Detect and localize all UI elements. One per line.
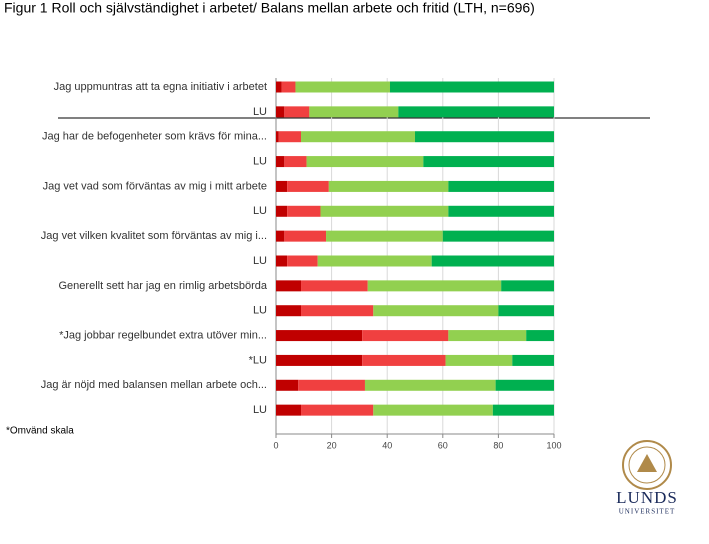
x-tick-label: 80 [493, 440, 503, 450]
bar-segment [326, 230, 443, 242]
y-tick-label: LU [253, 205, 267, 217]
bar-segment [276, 106, 285, 118]
bar-segment [526, 330, 554, 342]
y-tick-label: Jag vet vad som förväntas av mig i mitt … [43, 180, 267, 192]
bar-segment [415, 131, 554, 143]
chart-title: Figur 1 Roll och självständighet i arbet… [4, 0, 535, 16]
y-tick-label: Generellt sett har jag en rimlig arbetsb… [59, 280, 268, 292]
bar-segment [276, 205, 288, 217]
bar-segment [423, 156, 554, 168]
bar-segment [398, 106, 554, 118]
bar-segment [298, 379, 365, 391]
bar-segment [284, 156, 307, 168]
bar-segment [328, 180, 449, 192]
y-tick-label: LU [253, 404, 267, 416]
x-tick-label: 0 [273, 440, 278, 450]
y-tick-label: Jag är nöjd med balansen mellan arbete o… [41, 379, 267, 391]
y-tick-label: Jag uppmuntras att ta egna initiativ i a… [54, 81, 267, 93]
bar-segment [512, 354, 554, 366]
bar-segment [445, 354, 513, 366]
bar-segment [320, 205, 449, 217]
x-tick-label: 60 [438, 440, 448, 450]
bar-segment [495, 379, 554, 391]
y-tick-label: LU [253, 255, 267, 267]
x-tick-label: 40 [382, 440, 392, 450]
bar-segment [276, 379, 299, 391]
bar-segment [301, 280, 368, 292]
y-tick-label: *Jag jobbar regelbundet extra utöver min… [59, 329, 267, 341]
bar-segment [501, 280, 554, 292]
bar-segment [276, 156, 285, 168]
bar-segment [276, 131, 279, 143]
logo-seal-inner [628, 446, 666, 484]
x-tick-label: 100 [546, 440, 561, 450]
bar-segment [362, 354, 446, 366]
bar-segment [287, 205, 321, 217]
x-tick-label: 20 [327, 440, 337, 450]
bar-segment [301, 404, 374, 416]
bar-segment [362, 330, 449, 342]
bar-segment [448, 180, 554, 192]
bar-segment [278, 131, 302, 143]
bar-segment [306, 156, 424, 168]
bar-segment [448, 205, 554, 217]
y-tick-label: *LU [249, 354, 267, 366]
bar-segment [287, 255, 318, 267]
bar-segment [276, 404, 302, 416]
y-tick-label: LU [253, 155, 267, 167]
logo: LUNDS UNIVERSITET [616, 440, 678, 516]
footnote: *Omvänd skala [6, 426, 74, 437]
bar-segment [284, 106, 310, 118]
y-tick-label: LU [253, 305, 267, 317]
bar-segment [442, 230, 554, 242]
bar-segment [276, 305, 302, 317]
y-tick-label: Jag har de befogenheter som krävs för mi… [42, 131, 267, 143]
bar-segment [276, 230, 285, 242]
y-tick-label: Jag vet vilken kvalitet som förväntas av… [41, 230, 267, 242]
bar-segment [284, 230, 327, 242]
bar-segment [287, 180, 329, 192]
logo-name: LUNDS [616, 488, 678, 507]
bar-segment [448, 330, 527, 342]
bar-segment [309, 106, 399, 118]
bar-segment [492, 404, 554, 416]
logo-seal [622, 440, 672, 490]
logo-emblem [637, 454, 657, 472]
bar-segment [276, 330, 363, 342]
logo-sub: UNIVERSITET [619, 508, 676, 516]
bar-segment [373, 404, 493, 416]
bar-segment [431, 255, 554, 267]
bar-segment [301, 305, 374, 317]
y-tick-label: LU [253, 106, 267, 118]
bar-segment [301, 131, 415, 143]
bar-segment [367, 280, 502, 292]
bar-segment [276, 354, 363, 366]
bar-segment [276, 255, 288, 267]
bar-segment [276, 180, 288, 192]
bar-segment [276, 280, 302, 292]
bar-segment [498, 305, 554, 317]
bar-segment [389, 81, 554, 93]
bar-segment [295, 81, 390, 93]
bar-segment [281, 81, 296, 93]
bar-segment [373, 305, 499, 317]
bar-segment [364, 379, 496, 391]
bar-segment [276, 81, 282, 93]
bar-segment [317, 255, 432, 267]
